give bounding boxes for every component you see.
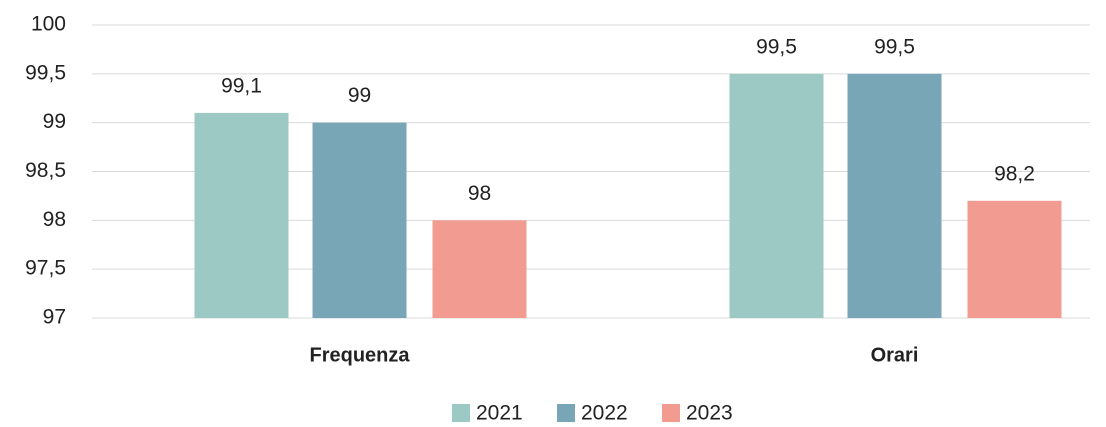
- data-label: 99,1: [221, 74, 262, 97]
- y-tick-label: 98,5: [25, 159, 66, 182]
- y-tick-label: 100: [31, 13, 66, 36]
- bar: [312, 122, 407, 319]
- legend-label: 2021: [476, 402, 523, 425]
- bar: [729, 73, 824, 318]
- x-tick-label: Orari: [871, 344, 919, 366]
- y-tick-label: 99: [43, 110, 66, 133]
- legend-label: 2023: [686, 402, 733, 425]
- legend-swatch: [662, 404, 680, 422]
- bar: [847, 73, 942, 318]
- bar: [432, 220, 527, 318]
- bar: [967, 200, 1062, 318]
- legend-label: 2022: [581, 402, 628, 425]
- data-label: 98,2: [994, 162, 1035, 185]
- y-tick-label: 97,5: [25, 257, 66, 280]
- data-label: 99: [348, 84, 371, 107]
- y-tick-label: 97: [43, 306, 66, 329]
- data-label: 99,5: [756, 35, 797, 58]
- y-tick-label: 98: [43, 208, 66, 231]
- data-label: 98: [468, 182, 491, 205]
- y-tick-label: 99,5: [25, 61, 66, 84]
- x-tick-label: Frequenza: [309, 344, 410, 366]
- bar: [194, 112, 289, 319]
- data-label: 99,5: [874, 35, 915, 58]
- legend-swatch: [557, 404, 575, 422]
- legend-swatch: [452, 404, 470, 422]
